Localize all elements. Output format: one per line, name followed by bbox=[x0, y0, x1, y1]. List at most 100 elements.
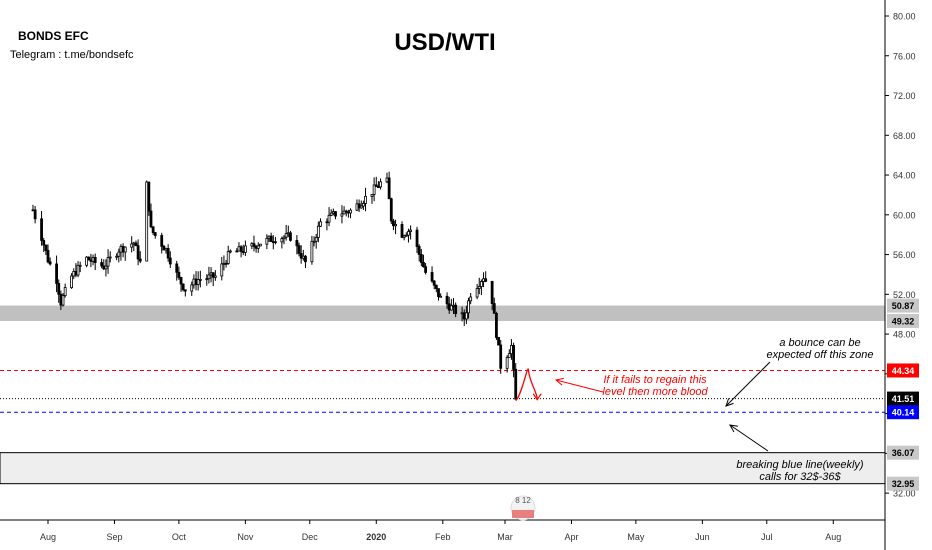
price-tags-layer: 50.87 49.32 44.34 41.51 40.14 36.07 32.95 bbox=[887, 298, 919, 491]
candle bbox=[104, 259, 108, 277]
x-tick-label: May bbox=[627, 532, 645, 542]
candle-body bbox=[484, 278, 488, 282]
candle-body bbox=[361, 203, 365, 207]
candle-body bbox=[409, 229, 412, 232]
candle-body bbox=[497, 336, 500, 346]
candle bbox=[286, 225, 290, 238]
candle-body bbox=[327, 214, 331, 223]
candle-body bbox=[91, 257, 95, 262]
candle bbox=[205, 274, 209, 286]
candle bbox=[400, 221, 404, 239]
candle bbox=[274, 236, 277, 245]
candle-body bbox=[460, 312, 464, 315]
candle bbox=[280, 236, 284, 249]
price-tag: 40.14 bbox=[887, 405, 919, 420]
price-tag: 32.95 bbox=[887, 476, 919, 491]
candle bbox=[479, 279, 483, 295]
candle bbox=[250, 242, 254, 250]
candle-body bbox=[340, 213, 344, 217]
candle bbox=[359, 200, 363, 209]
candle bbox=[512, 342, 515, 378]
annotation-line: breaking blue line(weekly) bbox=[736, 459, 864, 471]
candle-body bbox=[400, 224, 404, 238]
candle bbox=[430, 266, 434, 283]
candle bbox=[183, 289, 187, 297]
candle-body bbox=[475, 288, 479, 298]
candle-body bbox=[40, 218, 43, 241]
price-tag-label: 32.95 bbox=[892, 479, 915, 489]
candle bbox=[138, 251, 142, 264]
candle bbox=[132, 241, 136, 252]
candle-body bbox=[42, 240, 46, 246]
candle bbox=[349, 208, 352, 219]
candle bbox=[48, 257, 52, 266]
candle-body bbox=[196, 279, 200, 285]
x-tick-label: Oct bbox=[172, 532, 187, 542]
candle bbox=[145, 180, 149, 262]
y-tick-label: 56.00 bbox=[893, 250, 916, 260]
candle-body bbox=[439, 295, 443, 298]
candle bbox=[437, 288, 440, 301]
candle-body bbox=[512, 345, 515, 370]
candle-body bbox=[61, 295, 65, 306]
candle bbox=[490, 280, 494, 311]
y-tick-label: 68.00 bbox=[893, 131, 916, 141]
candle bbox=[269, 232, 273, 242]
candle-body bbox=[437, 288, 440, 297]
candle bbox=[119, 244, 123, 261]
candle bbox=[61, 293, 65, 307]
candle bbox=[469, 292, 473, 305]
candle-body bbox=[160, 235, 164, 247]
candle bbox=[377, 181, 380, 189]
candle-body bbox=[192, 278, 196, 286]
pointer-arrow bbox=[729, 424, 769, 452]
zones-layer bbox=[0, 305, 886, 485]
candle-body bbox=[55, 263, 58, 284]
candle bbox=[271, 235, 275, 250]
candle-body bbox=[357, 203, 361, 209]
zone-band bbox=[0, 452, 886, 485]
candle-body bbox=[181, 283, 185, 291]
candle-body bbox=[153, 232, 157, 236]
price-tag-bg bbox=[887, 313, 919, 328]
candle-body bbox=[102, 265, 106, 270]
candle-body bbox=[319, 221, 322, 227]
candle-body bbox=[70, 275, 74, 288]
candle-body bbox=[72, 271, 76, 277]
candle bbox=[239, 245, 243, 258]
arrowhead-icon bbox=[725, 398, 734, 407]
candle-body bbox=[198, 279, 202, 281]
candle bbox=[464, 305, 468, 325]
candle-body bbox=[289, 232, 292, 241]
candle bbox=[344, 209, 348, 217]
candle-body bbox=[385, 177, 389, 183]
candle bbox=[372, 177, 376, 202]
x-tick-label: Mar bbox=[497, 532, 513, 542]
candle bbox=[392, 218, 395, 231]
candle-body bbox=[452, 304, 455, 307]
pointer-arrow bbox=[725, 361, 771, 407]
candle bbox=[282, 235, 286, 245]
candle bbox=[121, 243, 125, 258]
candle-body bbox=[430, 272, 434, 282]
candle bbox=[46, 244, 50, 264]
candle bbox=[492, 297, 496, 314]
candle bbox=[434, 284, 438, 293]
candle bbox=[477, 277, 481, 295]
y-tick-label: 64.00 bbox=[893, 171, 916, 181]
candle bbox=[357, 199, 361, 213]
candle-body bbox=[344, 210, 348, 213]
candle bbox=[394, 219, 397, 235]
candle-body bbox=[479, 281, 483, 287]
candle-body bbox=[183, 289, 187, 292]
candle-body bbox=[280, 238, 284, 243]
candle bbox=[449, 298, 453, 311]
candle bbox=[497, 336, 500, 346]
candle bbox=[482, 272, 485, 288]
candle-body bbox=[132, 242, 136, 245]
candle-body bbox=[136, 245, 140, 260]
candle bbox=[91, 254, 95, 266]
candle bbox=[226, 245, 230, 265]
candle-body bbox=[392, 220, 395, 227]
candle-body bbox=[213, 275, 217, 278]
